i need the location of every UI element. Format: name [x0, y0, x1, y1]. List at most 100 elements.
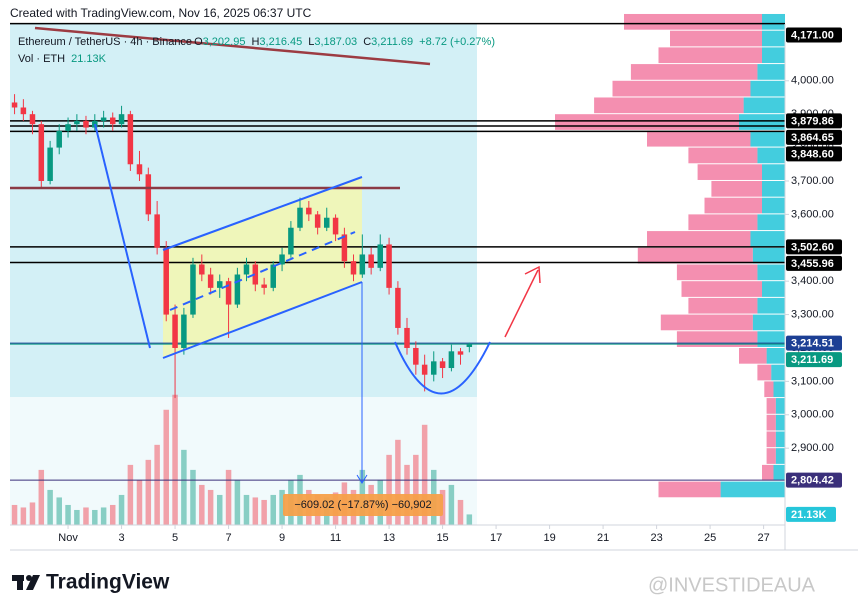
profile-down	[688, 147, 758, 164]
volume-bar	[56, 497, 62, 525]
profile-up	[762, 13, 785, 30]
profile-down	[681, 281, 762, 297]
profile-up	[762, 197, 785, 214]
candle-body	[65, 124, 71, 131]
x-tick-label: Nov	[58, 532, 78, 544]
x-tick-label: 25	[704, 532, 716, 544]
profile-up	[775, 398, 785, 414]
ohlc-key: C	[363, 36, 371, 48]
trend-line	[34, 26, 431, 66]
candle-body	[306, 207, 312, 215]
target-arrow	[504, 269, 539, 338]
volume-bar	[47, 489, 53, 525]
plot	[10, 24, 477, 525]
volume-bar	[172, 394, 178, 525]
logo	[12, 575, 40, 590]
y-tick-label: 3,600.00	[791, 208, 834, 220]
price-label-box	[786, 472, 842, 488]
candle-body	[297, 207, 303, 228]
x-tick-label: 3	[118, 532, 124, 544]
profile-down	[624, 13, 762, 30]
candle-body	[145, 174, 152, 215]
candle-body	[207, 274, 214, 288]
x-tick-label: 13	[383, 532, 395, 544]
price-label: 3,214.51	[791, 338, 834, 350]
candle-body	[127, 114, 134, 165]
target-arrowhead	[524, 265, 541, 284]
volume-bar	[29, 502, 36, 525]
candle-body	[181, 314, 187, 348]
price-label: 3,455.96	[791, 258, 834, 270]
profile-up	[775, 448, 785, 464]
profile-up	[762, 281, 785, 297]
profile-up	[743, 97, 785, 114]
profile-up	[757, 297, 785, 314]
profile-down	[766, 431, 776, 448]
candle-body	[199, 264, 205, 275]
profile-up	[750, 130, 785, 147]
logo-dot	[26, 575, 32, 581]
x-tick-label: 7	[225, 532, 231, 544]
volume-bar	[190, 469, 196, 525]
bowl-curve	[394, 341, 491, 395]
x-tick-label: 11	[330, 532, 341, 544]
volume-bar	[252, 497, 259, 525]
profile-down	[555, 114, 739, 130]
candle-body	[261, 284, 267, 288]
logo-stem	[17, 575, 23, 590]
candle-body	[20, 107, 27, 115]
profile-down	[766, 398, 776, 414]
candle-body	[279, 254, 285, 265]
volume-bar	[154, 444, 160, 525]
candle-body	[234, 274, 241, 305]
volume-axis-label: 21.13K	[791, 509, 827, 521]
price-label: 3,864.65	[791, 132, 834, 144]
y-tick-label: 2,900.00	[791, 442, 834, 454]
price-label: 2,804.42	[791, 475, 834, 487]
profile-down	[766, 448, 776, 464]
measure-box	[283, 494, 443, 516]
volume-bar	[457, 499, 464, 525]
candles	[11, 94, 473, 399]
price-label-box	[786, 129, 842, 145]
candle-body	[368, 254, 374, 268]
volume-bar	[216, 494, 223, 525]
price-label-box	[786, 113, 842, 129]
profile-up	[752, 247, 785, 264]
volume-bar	[38, 469, 45, 525]
candle-body	[421, 364, 428, 375]
candle-body	[154, 214, 160, 248]
price-label: 3,502.60	[791, 241, 834, 253]
volume-value: 21.13K	[71, 53, 107, 65]
y-tick-label: 3,000.00	[791, 409, 834, 421]
profile-down	[647, 130, 751, 147]
profile-down	[612, 80, 751, 97]
price-label-box	[786, 146, 842, 162]
channel-lower	[162, 281, 363, 359]
price-label-box	[786, 239, 842, 255]
volume-bar	[118, 494, 125, 525]
x-tick-label: 5	[172, 532, 178, 544]
candle-body	[225, 281, 232, 305]
candle-body	[136, 164, 143, 175]
candle-body	[314, 214, 321, 228]
range-shade	[10, 24, 477, 397]
price-label-box	[786, 335, 842, 351]
profile-up	[773, 464, 785, 481]
volume-bar	[421, 424, 428, 525]
profile-down	[766, 414, 776, 431]
price-label-box	[786, 255, 842, 271]
candle-body	[109, 117, 116, 125]
price-label: 3,879.86	[791, 115, 834, 127]
watermark: @INVESTIDEAUA	[648, 574, 816, 596]
profile-up	[762, 30, 785, 47]
candle-body	[404, 327, 410, 348]
candle-body	[439, 361, 446, 369]
price-lines	[10, 22, 785, 481]
price-label: 3,211.69	[791, 354, 833, 366]
volume-title: Vol · ETH	[18, 53, 65, 65]
x-tick-label: 15	[436, 532, 448, 544]
x-tick-label: 21	[597, 532, 609, 544]
candle-body	[323, 217, 330, 228]
profile-up	[752, 314, 785, 331]
